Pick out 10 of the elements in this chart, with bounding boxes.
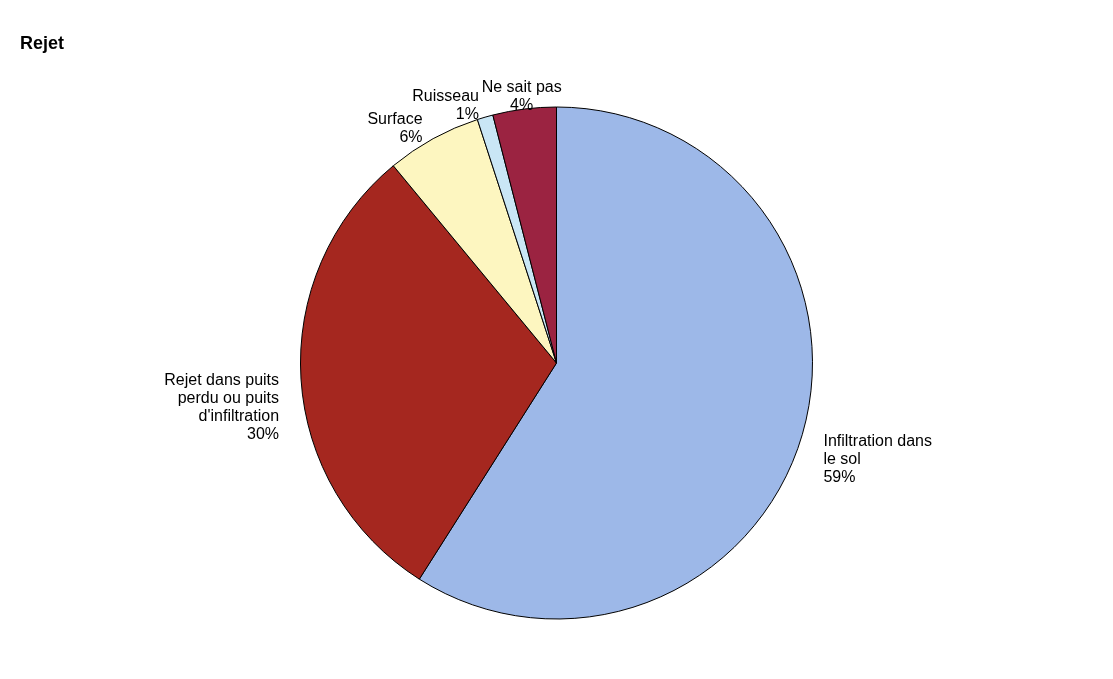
data-label: 6% [399, 128, 423, 146]
slice-label: Ne sait pas [481, 78, 562, 96]
slice-label: Surface [367, 110, 423, 128]
slice-label: Ruisseau [412, 87, 479, 105]
slice-label: Infiltration dans le sol [823, 431, 932, 467]
slice-label: Rejet dans puits perdu ou puits d'infiltration [164, 371, 280, 425]
chart-title: Rejet [20, 33, 65, 53]
data-label: 59% [823, 467, 856, 485]
data-label: 30% [247, 425, 280, 443]
data-label: 1% [455, 105, 479, 123]
